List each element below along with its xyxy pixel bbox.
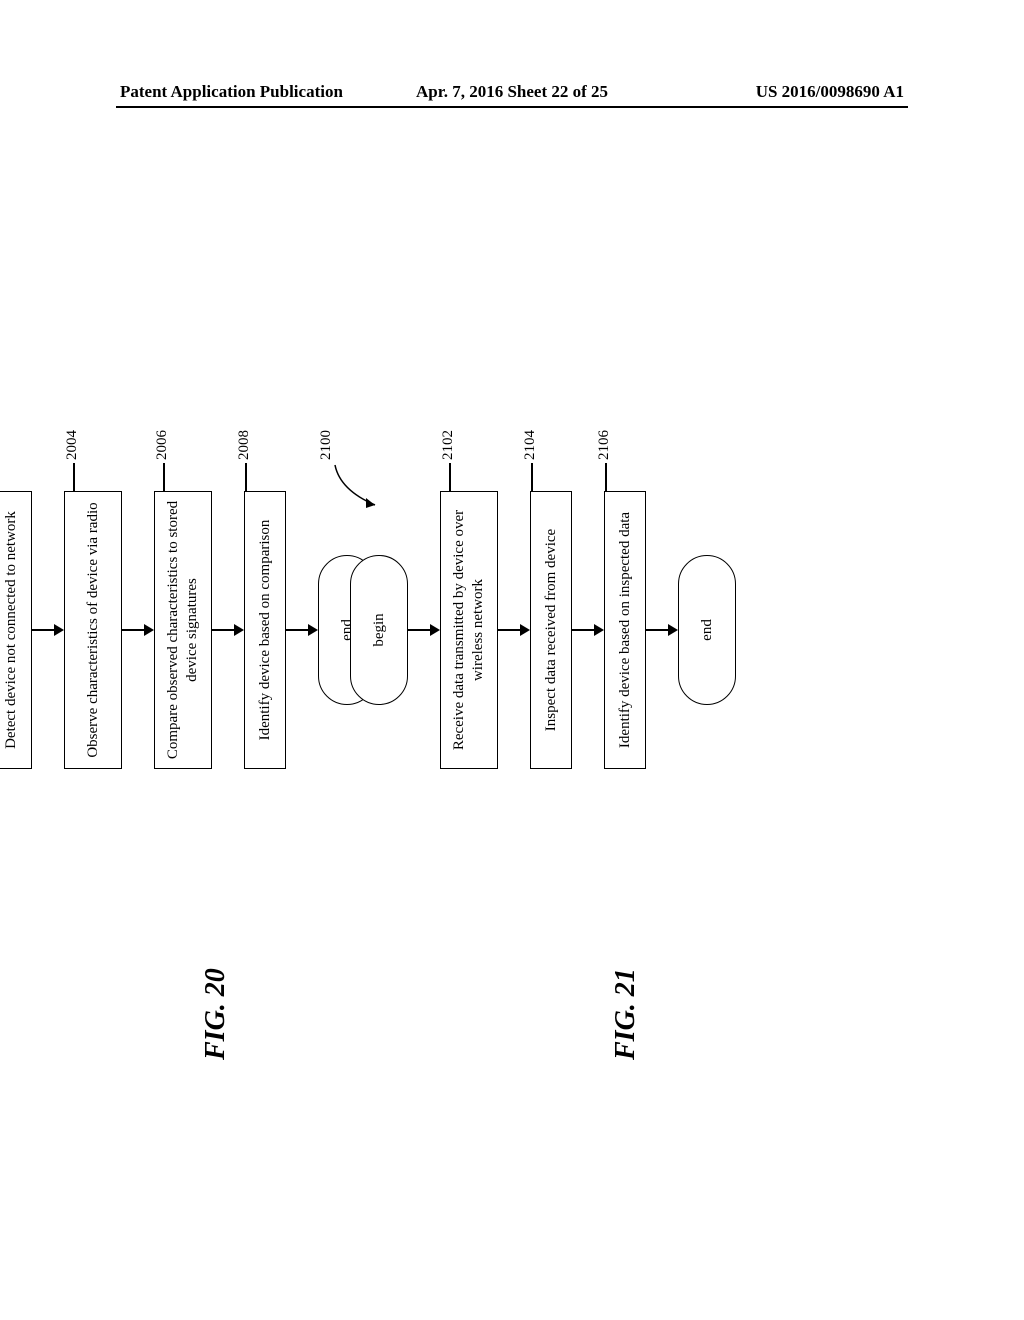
arrow — [498, 624, 530, 636]
fig20-ref-2004: 2004 — [64, 430, 81, 460]
leader — [449, 463, 451, 491]
fig20-ref-2006: 2006 — [154, 430, 171, 460]
fig20-ref-2008: 2008 — [236, 430, 253, 460]
process-text: Receive data transmitted by device over … — [450, 500, 488, 760]
header-center: Apr. 7, 2016 Sheet 22 of 25 — [416, 82, 608, 102]
arrow — [408, 624, 440, 636]
arrow — [572, 624, 604, 636]
page-header: Patent Application Publication Apr. 7, 2… — [120, 82, 904, 102]
arrow — [122, 624, 154, 636]
fig21-ref-2100: 2100 — [318, 430, 335, 460]
fig21-begin-label: begin — [371, 613, 388, 646]
arrow — [646, 624, 678, 636]
leader — [163, 463, 165, 491]
arrow — [286, 624, 318, 636]
fig21-caption: FIG. 21 — [610, 968, 642, 1060]
fig20-step-2008: Identify device based on comparison — [244, 491, 286, 769]
process-text: Identify device based on inspected data — [616, 512, 635, 748]
arrow — [212, 624, 244, 636]
header-left: Patent Application Publication — [120, 82, 343, 102]
fig21-ref-2100-arrow — [330, 450, 380, 510]
fig21-begin: begin — [350, 555, 408, 705]
fig20-step-2006: Compare observed characteristics to stor… — [154, 491, 212, 769]
fig21-step-2106: Identify device based on inspected data — [604, 491, 646, 769]
fig21-step-2102: Receive data transmitted by device over … — [440, 491, 498, 769]
process-text: Detect device not connected to network — [2, 511, 21, 749]
fig21-end: end — [678, 555, 736, 705]
process-text: Identify device based on comparison — [256, 520, 275, 741]
fig21-step-2104: Inspect data received from device — [530, 491, 572, 769]
fig20-step-2002: Detect device not connected to network — [0, 491, 32, 769]
fig20-caption: FIG. 20 — [200, 968, 232, 1060]
process-text: Inspect data received from device — [542, 529, 561, 731]
fig20-step-2004: Observe characteristics of device via ra… — [64, 491, 122, 769]
fig21-ref-2102: 2102 — [440, 430, 457, 460]
fig21-container: begin Receive data transmitted by device… — [320, 480, 920, 780]
process-text: Compare observed characteristics to stor… — [164, 500, 202, 760]
page: Patent Application Publication Apr. 7, 2… — [0, 0, 1024, 1320]
leader — [73, 463, 75, 491]
fig21-ref-2104: 2104 — [522, 430, 539, 460]
leader — [605, 463, 607, 491]
leader — [531, 463, 533, 491]
fig21-end-label: end — [699, 619, 716, 641]
leader — [245, 463, 247, 491]
header-rule — [116, 106, 908, 108]
fig21-ref-2106: 2106 — [596, 430, 613, 460]
arrow — [32, 624, 64, 636]
process-text: Observe characteristics of device via ra… — [84, 502, 103, 757]
header-right: US 2016/0098690 A1 — [756, 82, 904, 102]
